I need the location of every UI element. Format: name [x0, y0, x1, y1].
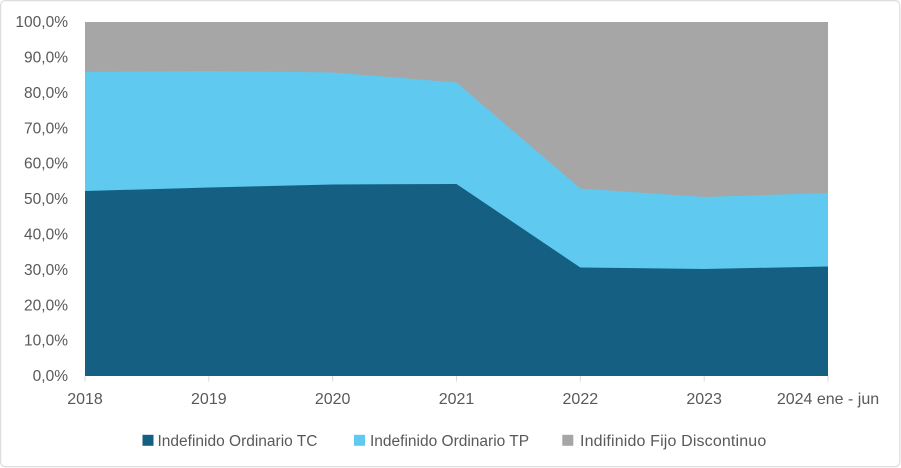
svg-text:10,0%: 10,0%	[24, 333, 68, 350]
svg-text:2020: 2020	[315, 391, 351, 408]
svg-text:40,0%: 40,0%	[24, 227, 68, 244]
svg-text:Indefinido Ordinario TP: Indefinido Ordinario TP	[370, 433, 529, 450]
svg-text:2024 ene - jun: 2024 ene - jun	[777, 391, 879, 408]
svg-text:Indifinido Fijo Discontinuo: Indifinido Fijo Discontinuo	[580, 433, 766, 450]
svg-text:2019: 2019	[191, 391, 227, 408]
svg-text:60,0%: 60,0%	[24, 156, 68, 173]
svg-text:100,0%: 100,0%	[15, 14, 68, 31]
svg-text:2018: 2018	[67, 391, 103, 408]
svg-text:90,0%: 90,0%	[24, 50, 68, 67]
svg-text:80,0%: 80,0%	[24, 85, 68, 102]
svg-text:20,0%: 20,0%	[24, 297, 68, 314]
svg-text:2023: 2023	[686, 391, 722, 408]
svg-text:0,0%: 0,0%	[33, 368, 69, 385]
svg-text:50,0%: 50,0%	[24, 191, 68, 208]
svg-text:Indefinido Ordinario TC: Indefinido Ordinario TC	[158, 433, 318, 450]
svg-text:70,0%: 70,0%	[24, 120, 68, 137]
svg-text:2022: 2022	[563, 391, 599, 408]
svg-text:2021: 2021	[439, 391, 475, 408]
svg-text:30,0%: 30,0%	[24, 262, 68, 279]
